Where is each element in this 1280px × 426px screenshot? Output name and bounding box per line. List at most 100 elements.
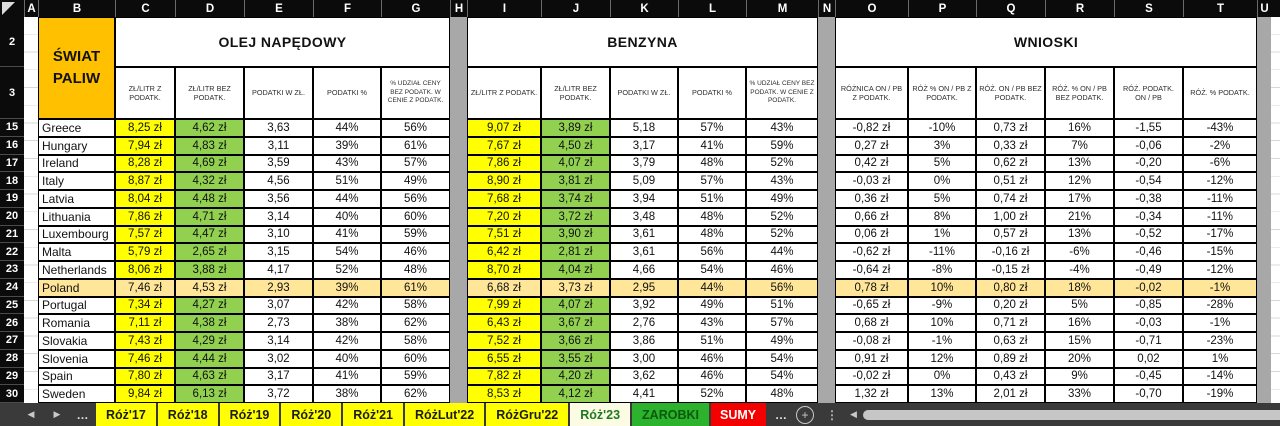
- cell-M27[interactable]: 49%: [746, 332, 818, 350]
- cell-I22[interactable]: 6,42 zł: [467, 243, 541, 261]
- cell-M26[interactable]: 57%: [746, 314, 818, 332]
- row-header-2[interactable]: 2: [0, 17, 24, 67]
- cell-O30[interactable]: 1,32 zł: [835, 385, 908, 403]
- cell-country-B21[interactable]: Luxembourg: [38, 225, 115, 244]
- cell-D20[interactable]: 4,71 zł: [175, 207, 244, 226]
- cell-country-B19[interactable]: Latvia: [38, 190, 115, 208]
- cell-I17[interactable]: 7,86 zł: [467, 154, 541, 173]
- cell-K29[interactable]: 3,62: [610, 367, 678, 386]
- cell-F25[interactable]: 42%: [313, 296, 381, 315]
- cell-E20[interactable]: 3,14: [244, 207, 313, 226]
- column-header-A[interactable]: A: [24, 0, 38, 17]
- cell-F17[interactable]: 43%: [313, 154, 381, 173]
- cell-O23[interactable]: -0,64 zł: [835, 261, 908, 279]
- cell-Q23[interactable]: -0,15 zł: [976, 261, 1045, 279]
- cell-Q25[interactable]: 0,20 zł: [976, 296, 1045, 315]
- cell-M30[interactable]: 48%: [746, 385, 818, 403]
- cell-J27[interactable]: 3,66 zł: [541, 332, 610, 350]
- cell-L22[interactable]: 56%: [678, 243, 746, 261]
- sheet-tab-Róż'21[interactable]: Róż'21: [343, 403, 403, 426]
- cell-S23[interactable]: -0,49: [1114, 261, 1183, 279]
- cell-E29[interactable]: 3,17: [244, 367, 313, 386]
- cell-I20[interactable]: 7,20 zł: [467, 207, 541, 226]
- cell-K20[interactable]: 3,48: [610, 207, 678, 226]
- cell-E21[interactable]: 3,10: [244, 225, 313, 244]
- cell-E17[interactable]: 3,59: [244, 154, 313, 173]
- cell-D23[interactable]: 3,88 zł: [175, 261, 244, 279]
- cell-K18[interactable]: 5,09: [610, 172, 678, 190]
- cell-P29[interactable]: 0%: [908, 367, 976, 386]
- cell-L18[interactable]: 57%: [678, 172, 746, 190]
- row-header-29[interactable]: 29: [0, 368, 24, 386]
- cell-O17[interactable]: 0,42 zł: [835, 154, 908, 173]
- hscroll-left-icon[interactable]: ◀: [849, 409, 857, 419]
- cell-I27[interactable]: 7,52 zł: [467, 332, 541, 350]
- cell-S27[interactable]: -0,71: [1114, 332, 1183, 350]
- cell-J29[interactable]: 4,20 zł: [541, 367, 610, 386]
- cell-K16[interactable]: 3,17: [610, 136, 678, 155]
- column-header-F[interactable]: F: [313, 0, 381, 17]
- row-header-18[interactable]: 18: [0, 172, 24, 190]
- cell-Q18[interactable]: 0,51 zł: [976, 172, 1045, 190]
- column-header-N[interactable]: N: [818, 0, 835, 17]
- cell-L16[interactable]: 41%: [678, 136, 746, 155]
- cell-I16[interactable]: 7,67 zł: [467, 136, 541, 155]
- cell-country-B18[interactable]: Italy: [38, 172, 115, 190]
- cell-P17[interactable]: 5%: [908, 154, 976, 173]
- subheader-R3[interactable]: RÓŻ. % ON / PB BEZ PODATK.: [1045, 67, 1114, 119]
- cell-O21[interactable]: 0,06 zł: [835, 225, 908, 244]
- cell-Q15[interactable]: 0,73 zł: [976, 119, 1045, 137]
- column-header-I[interactable]: I: [467, 0, 541, 17]
- cell-C21[interactable]: 7,57 zł: [115, 225, 175, 244]
- cell-K26[interactable]: 2,76: [610, 314, 678, 332]
- cell-J26[interactable]: 3,67 zł: [541, 314, 610, 332]
- cell-D27[interactable]: 4,29 zł: [175, 332, 244, 350]
- cell-F24[interactable]: 39%: [313, 278, 381, 297]
- cell-M16[interactable]: 59%: [746, 136, 818, 155]
- cell-O22[interactable]: -0,62 zł: [835, 243, 908, 261]
- cell-country-B26[interactable]: Romania: [38, 314, 115, 332]
- cell-J21[interactable]: 3,90 zł: [541, 225, 610, 244]
- cell-M18[interactable]: 43%: [746, 172, 818, 190]
- cell-country-B30[interactable]: Sweden: [38, 385, 115, 403]
- cell-S18[interactable]: -0,54: [1114, 172, 1183, 190]
- cell-T29[interactable]: -14%: [1183, 367, 1257, 386]
- column-header-J[interactable]: J: [541, 0, 610, 17]
- cell-S24[interactable]: -0,02: [1114, 278, 1183, 297]
- cell-country-B17[interactable]: Ireland: [38, 154, 115, 173]
- cell-K28[interactable]: 3,00: [610, 349, 678, 368]
- column-header-S[interactable]: S: [1114, 0, 1183, 17]
- cell-I15[interactable]: 9,07 zł: [467, 119, 541, 137]
- tabs-scroll-prev-icon[interactable]: ◀: [27, 409, 35, 419]
- cell-R29[interactable]: 9%: [1045, 367, 1114, 386]
- cell-C19[interactable]: 8,04 zł: [115, 190, 175, 208]
- cell-G25[interactable]: 58%: [381, 296, 450, 315]
- cell-F22[interactable]: 54%: [313, 243, 381, 261]
- cell-M28[interactable]: 54%: [746, 349, 818, 368]
- cell-T28[interactable]: 1%: [1183, 349, 1257, 368]
- cell-G17[interactable]: 57%: [381, 154, 450, 173]
- cell-L21[interactable]: 48%: [678, 225, 746, 244]
- subheader-D3[interactable]: ZŁ/LITR BEZ PODATK.: [175, 67, 244, 119]
- cell-O18[interactable]: -0,03 zł: [835, 172, 908, 190]
- cell-G27[interactable]: 58%: [381, 332, 450, 350]
- cell-G28[interactable]: 60%: [381, 349, 450, 368]
- cell-K27[interactable]: 3,86: [610, 332, 678, 350]
- cell-M19[interactable]: 49%: [746, 190, 818, 208]
- cell-Q27[interactable]: 0,63 zł: [976, 332, 1045, 350]
- cell-O28[interactable]: 0,91 zł: [835, 349, 908, 368]
- row-header-20[interactable]: 20: [0, 208, 24, 226]
- sheet-tab-Róż'19[interactable]: Róż'19: [219, 403, 280, 426]
- cell-E16[interactable]: 3,11: [244, 136, 313, 155]
- cell-F16[interactable]: 39%: [313, 136, 381, 155]
- row-header-28[interactable]: 28: [0, 350, 24, 368]
- cell-R30[interactable]: 33%: [1045, 385, 1114, 403]
- cell-O20[interactable]: 0,66 zł: [835, 207, 908, 226]
- tabs-overflow-dots[interactable]: …: [76, 407, 90, 422]
- cell-T27[interactable]: -23%: [1183, 332, 1257, 350]
- row-header-24[interactable]: 24: [0, 279, 24, 297]
- cell-country-B15[interactable]: Greece: [38, 119, 115, 137]
- cell-T21[interactable]: -17%: [1183, 225, 1257, 244]
- diesel-section-title[interactable]: OLEJ NAPĘDOWY: [115, 17, 450, 67]
- cell-I19[interactable]: 7,68 zł: [467, 190, 541, 208]
